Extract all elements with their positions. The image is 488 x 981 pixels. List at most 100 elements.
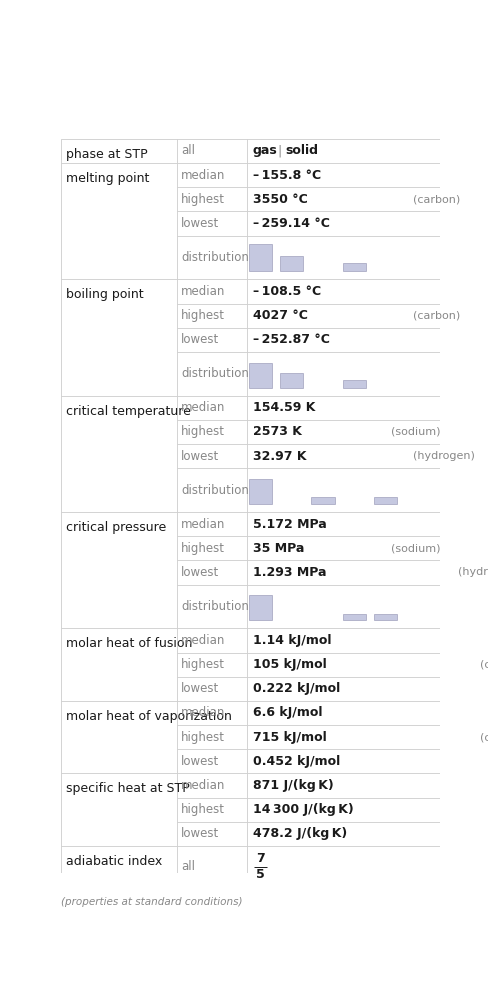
Text: (carbon): (carbon) [479,659,488,670]
Bar [176,585,246,629]
Text: highest: highest [181,731,225,744]
Bar [176,773,246,798]
Bar [280,256,303,272]
Text: – 259.14 °C: – 259.14 °C [254,217,341,230]
Text: molar heat of fusion: molar heat of fusion [65,638,192,650]
Bar [246,303,439,328]
Bar [248,243,272,272]
Bar [176,798,246,822]
Text: 105 kJ/mol: 105 kJ/mol [252,658,325,671]
Text: 14 300 J/(kg K): 14 300 J/(kg K) [254,803,359,816]
Bar [176,235,246,280]
Bar [176,352,246,395]
Text: 0.452 kJ/mol: 0.452 kJ/mol [252,754,339,768]
Text: boiling point: boiling point [65,288,143,301]
Bar [176,725,246,749]
Text: gas: gas [252,144,277,158]
Text: (carbon): (carbon) [412,194,460,204]
Bar [176,328,246,352]
Text: 1.293 MPa: 1.293 MPa [254,566,335,579]
Bar [246,585,439,629]
Text: (carbon): (carbon) [412,311,460,321]
Text: median: median [181,779,225,792]
Text: 2573 K: 2573 K [254,426,314,439]
Text: critical temperature: critical temperature [65,405,190,418]
Text: all: all [181,144,195,158]
Bar [246,652,439,677]
Bar [246,280,439,303]
Text: 0.222 kJ/mol: 0.222 kJ/mol [252,682,339,696]
Bar [280,373,303,387]
Bar [311,497,334,504]
Text: 3550 °C: 3550 °C [254,193,321,206]
Bar [246,328,439,352]
Text: lowest: lowest [181,754,219,768]
Bar [342,614,365,620]
Text: 105 kJ/mol: 105 kJ/mol [254,658,336,671]
Bar [176,303,246,328]
Bar [61,629,176,700]
Bar [61,280,176,395]
Text: 0.452 kJ/mol: 0.452 kJ/mol [254,754,348,768]
Text: lowest: lowest [181,682,219,696]
Text: lowest: lowest [181,334,219,346]
Bar [176,749,246,773]
Text: highest: highest [181,803,225,816]
Text: distribution: distribution [181,251,248,264]
Text: |: | [277,144,281,158]
Text: – 155.8 °C: – 155.8 °C [252,169,320,181]
Bar [176,677,246,700]
Text: 35 MPa: 35 MPa [254,542,315,555]
Bar [176,420,246,444]
Text: 871 J/(kg K): 871 J/(kg K) [252,779,333,792]
Bar [61,163,176,280]
Bar [246,420,439,444]
Text: (sodium): (sodium) [390,427,440,437]
Bar [61,773,176,846]
Bar [176,822,246,846]
Text: median: median [181,706,225,719]
Text: 715 kJ/mol: 715 kJ/mol [254,731,336,744]
Bar [373,497,396,504]
Text: lowest: lowest [181,566,219,579]
Bar [176,700,246,725]
Text: 32.97 K: 32.97 K [252,449,305,463]
Text: 1.293 MPa: 1.293 MPa [252,566,325,579]
Text: 4027 °C: 4027 °C [252,309,307,322]
Bar [246,773,439,798]
Bar [176,629,246,652]
Text: median: median [181,169,225,181]
Text: all: all [181,860,195,873]
Bar [246,187,439,211]
Text: highest: highest [181,193,225,206]
Bar [176,395,246,420]
Bar [176,187,246,211]
Text: 1.14 kJ/mol: 1.14 kJ/mol [252,634,330,646]
Text: 2573 K: 2573 K [252,426,301,439]
Bar [246,235,439,280]
Text: median: median [181,634,225,646]
Text: highest: highest [181,309,225,322]
Bar [246,352,439,395]
Bar [246,537,439,560]
Bar [176,537,246,560]
Bar [61,395,176,512]
Text: 0.222 kJ/mol: 0.222 kJ/mol [254,682,347,696]
Bar [176,846,246,888]
Bar [246,395,439,420]
Bar [246,749,439,773]
Bar [248,479,272,504]
Bar [246,139,439,163]
Text: solid: solid [285,144,318,158]
Bar [246,163,439,187]
Text: phase at STP: phase at STP [65,148,147,161]
Text: 154.59 K: 154.59 K [252,401,314,414]
Bar [176,163,246,187]
Text: – 108.5 °C: – 108.5 °C [252,284,320,298]
Text: specific heat at STP: specific heat at STP [65,783,189,796]
Text: 14 300 J/(kg K): 14 300 J/(kg K) [252,803,352,816]
Text: 5.172 MPa: 5.172 MPa [252,518,325,531]
Text: (hydrogen): (hydrogen) [457,567,488,578]
Text: (sodium): (sodium) [390,543,440,553]
Bar [61,846,176,888]
